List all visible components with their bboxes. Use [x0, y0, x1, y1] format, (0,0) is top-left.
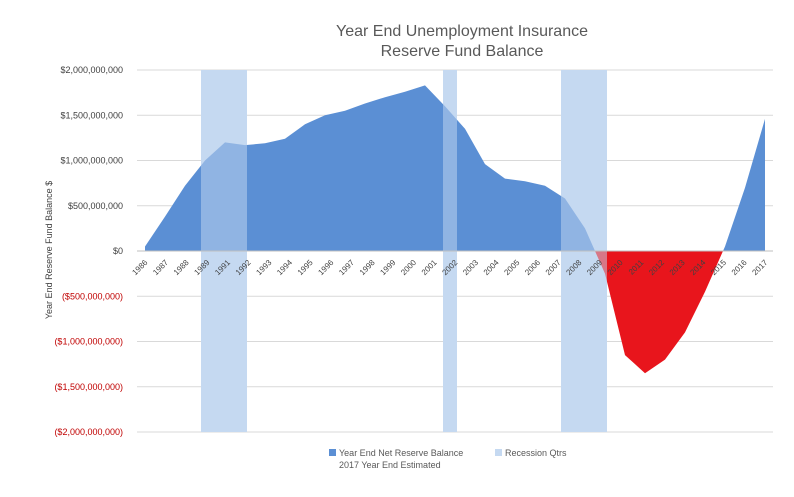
chart-title-line1: Year End Unemployment Insurance [336, 23, 588, 40]
x-tick-label-12: 1999 [378, 258, 397, 277]
x-tick-label-13: 2000 [399, 258, 418, 277]
y-axis-label: Year End Reserve Fund Balance $ [44, 181, 54, 319]
area-negative-1 [595, 251, 723, 374]
x-tick-label-7: 1994 [275, 258, 294, 277]
x-tick-label-2: 1988 [172, 258, 191, 277]
chart-title-line2: Reserve Fund Balance [381, 43, 544, 60]
x-tick-label-20: 2007 [544, 258, 563, 277]
x-tick-label-30: 2017 [750, 258, 769, 277]
legend: Year End Net Reserve Balance Recession Q… [329, 448, 567, 470]
y-tick-labels: $2,000,000,000 $1,500,000,000 $1,000,000,0… [54, 65, 123, 437]
x-tick-label-6: 1993 [254, 258, 273, 277]
y-tick-label-6: ($1,000,000,000) [54, 337, 123, 347]
area-positive-2 [723, 118, 765, 252]
x-tick-label-0: 1986 [130, 258, 149, 277]
y-tick-label-8: ($2,000,000,000) [54, 427, 123, 437]
legend-note: 2017 Year End Estimated [339, 460, 441, 470]
x-tick-label-29: 2016 [730, 258, 749, 277]
x-tick-label-9: 1996 [316, 258, 335, 277]
legend-label-recession: Recession Qtrs [505, 448, 567, 458]
legend-swatch-balance [329, 449, 336, 456]
x-tick-label-14: 2001 [420, 258, 439, 277]
y-tick-label-2: $1,000,000,000 [60, 156, 123, 166]
x-tick-label-18: 2005 [502, 258, 521, 277]
y-tick-label-1: $1,500,000,000 [60, 110, 123, 120]
y-tick-label-4: $0 [113, 246, 123, 256]
legend-swatch-recession [495, 449, 502, 456]
legend-label-balance: Year End Net Reserve Balance [339, 448, 463, 458]
y-tick-label-0: $2,000,000,000 [60, 65, 123, 75]
y-tick-label-7: ($1,500,000,000) [54, 382, 123, 392]
x-tick-label-16: 2003 [461, 258, 480, 277]
x-tick-label-1: 1987 [151, 258, 170, 277]
x-tick-label-17: 2004 [482, 258, 501, 277]
x-tick-label-10: 1997 [337, 258, 356, 277]
x-tick-label-11: 1998 [358, 258, 377, 277]
area-positive-0 [145, 85, 595, 252]
area-layer [145, 85, 765, 374]
x-tick-label-19: 2006 [523, 258, 542, 277]
y-tick-label-3: $500,000,000 [68, 201, 123, 211]
y-tick-label-5: ($500,000,000) [62, 291, 123, 301]
x-tick-label-8: 1995 [296, 258, 315, 277]
